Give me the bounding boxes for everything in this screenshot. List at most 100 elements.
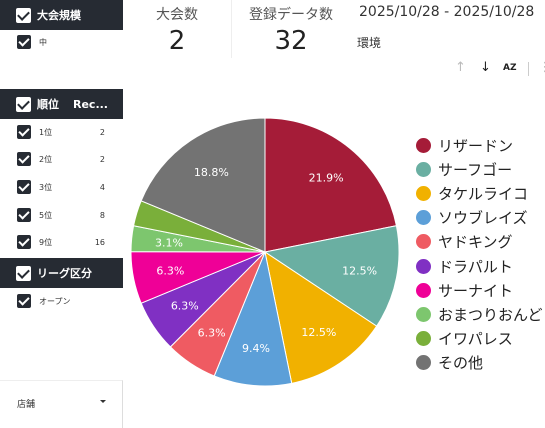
select-all-checkbox[interactable] bbox=[16, 96, 31, 112]
date-range-picker[interactable]: 2025/10/28 - 2025/10/28 bbox=[359, 4, 535, 20]
legend-item[interactable]: おまつりおんど bbox=[416, 302, 543, 326]
filter-option-open[interactable]: オープン bbox=[0, 291, 123, 311]
chart-legend: リザードンサーフゴータケルライコ ソウブレイズ ヤドキングドラパルトサーナイトおまつ… bbox=[416, 133, 543, 375]
legend-label: ドラパルト bbox=[438, 257, 513, 276]
select-all-checkbox[interactable] bbox=[16, 7, 31, 23]
filter-option-rank-9[interactable]: 9位 16 bbox=[0, 232, 123, 252]
scorecard-value: 32 bbox=[274, 26, 308, 56]
slice-label: 18.8% bbox=[194, 166, 229, 179]
legend-item[interactable]: ドラパルト bbox=[416, 254, 543, 278]
legend-swatch bbox=[416, 355, 431, 371]
legend-item[interactable]: イワパレス bbox=[416, 327, 543, 351]
sort-ascending-icon[interactable]: ↑ bbox=[455, 60, 466, 75]
column-header-record: Rec... bbox=[73, 97, 108, 111]
legend-swatch bbox=[416, 210, 431, 226]
legend-item[interactable]: タケルライコ bbox=[416, 181, 543, 205]
pie-slice[interactable] bbox=[264, 250, 378, 384]
legend-item[interactable]: サーフゴー bbox=[416, 157, 543, 181]
checkbox[interactable] bbox=[17, 125, 31, 139]
option-count: 16 bbox=[94, 237, 105, 247]
option-count: 2 bbox=[99, 127, 105, 137]
option-label: 2位 bbox=[39, 154, 53, 164]
store-dropdown[interactable]: 店舗 bbox=[0, 380, 123, 428]
option-label: 9位 bbox=[39, 237, 53, 247]
checkbox[interactable] bbox=[17, 294, 31, 308]
legend-swatch bbox=[416, 161, 431, 177]
slice-label: 12.5% bbox=[301, 326, 336, 339]
legend-label: おまつりおんど bbox=[438, 305, 543, 324]
caret-down-icon bbox=[100, 400, 106, 403]
select-all-checkbox[interactable] bbox=[16, 265, 31, 281]
filter-option-rank-1[interactable]: 1位 2 bbox=[0, 122, 123, 142]
option-count: 8 bbox=[99, 210, 105, 220]
scorecard-records: 登録データ数 32 bbox=[232, 0, 350, 58]
legend-label: タケルライコ bbox=[438, 184, 529, 203]
legend-label: サーナイト bbox=[438, 281, 514, 300]
legend-label: ソウブレイズ bbox=[438, 209, 528, 228]
filter-header-rank[interactable]: 順位 Rec... bbox=[0, 89, 123, 119]
filter-option-rank-3[interactable]: 3位 4 bbox=[0, 177, 123, 197]
filter-header-tournament-size[interactable]: 大会規模 bbox=[0, 0, 123, 30]
checkbox[interactable] bbox=[17, 152, 31, 166]
legend-item[interactable]: ソウブレイズ bbox=[416, 206, 543, 230]
slice-label: 9.4% bbox=[242, 342, 270, 355]
option-label: 中 bbox=[39, 37, 47, 47]
scorecard-value: 2 bbox=[168, 26, 186, 56]
pie-slice[interactable] bbox=[213, 250, 293, 387]
legend-swatch bbox=[416, 306, 431, 322]
environment-label: 環境 bbox=[357, 36, 382, 50]
legend-swatch bbox=[416, 331, 431, 347]
pie-slice[interactable] bbox=[263, 225, 400, 327]
checkbox[interactable] bbox=[17, 208, 31, 222]
store-dropdown-label: 店舗 bbox=[17, 400, 36, 410]
filter-title: 大会規模 bbox=[37, 9, 81, 22]
legend-item[interactable]: リザードン bbox=[416, 133, 543, 157]
filter-panel: 大会規模 中 順位 Rec... 1位 2 2位 2 3位 4 5位 bbox=[0, 0, 123, 428]
checkbox[interactable] bbox=[17, 235, 31, 249]
sort-alphabetical-icon[interactable]: AZ bbox=[503, 63, 517, 73]
option-label: オープン bbox=[39, 296, 71, 306]
slice-label: 6.3% bbox=[156, 265, 184, 278]
option-label: 1位 bbox=[39, 127, 53, 137]
legend-item[interactable]: その他 bbox=[416, 351, 543, 375]
legend-swatch bbox=[416, 282, 431, 298]
filter-title: 順位 bbox=[37, 98, 59, 111]
legend-swatch bbox=[416, 258, 431, 274]
checkbox[interactable] bbox=[17, 35, 31, 49]
scorecard-tournaments: 大会数 2 bbox=[123, 0, 231, 58]
filter-option-rank-5[interactable]: 5位 8 bbox=[0, 205, 123, 225]
checkbox[interactable] bbox=[17, 180, 31, 194]
divider bbox=[231, 0, 232, 58]
pie-slice[interactable] bbox=[264, 117, 397, 253]
legend-swatch bbox=[416, 234, 431, 250]
filter-option-medium[interactable]: 中 bbox=[0, 32, 123, 52]
filter-title: リーグ区分 bbox=[37, 267, 92, 280]
slice-label: 12.5% bbox=[342, 265, 377, 278]
slice-label: 3.1% bbox=[155, 236, 183, 249]
slice-label: 6.3% bbox=[171, 300, 199, 313]
legend-swatch bbox=[416, 137, 431, 153]
legend-item[interactable]: ヤドキング bbox=[416, 230, 543, 254]
legend-label: その他 bbox=[438, 354, 484, 373]
option-count: 4 bbox=[99, 182, 105, 192]
legend-item[interactable]: サーナイト bbox=[416, 278, 543, 302]
legend-label: ヤドキング bbox=[438, 233, 513, 252]
legend-label: リザードン bbox=[438, 136, 514, 155]
slice-label: 21.9% bbox=[309, 171, 344, 184]
option-count: 2 bbox=[99, 154, 105, 164]
scorecard-title: 大会数 bbox=[156, 7, 198, 23]
scorecard-title: 登録データ数 bbox=[249, 7, 333, 23]
filter-option-rank-2[interactable]: 2位 2 bbox=[0, 149, 123, 169]
legend-label: イワパレス bbox=[438, 330, 513, 349]
more-options-icon[interactable]: ⋮ bbox=[539, 60, 545, 75]
pie-chart: 21.9% 12.5% 12.5% 9.4% 6.3% 6.3% 6.3% 3.1% 18.8% bbox=[130, 117, 400, 387]
toolbar-divider bbox=[528, 62, 529, 76]
pie-slice[interactable] bbox=[140, 117, 266, 253]
option-label: 5位 bbox=[39, 210, 53, 220]
slice-label: 6.3% bbox=[198, 326, 226, 339]
filter-header-league[interactable]: リーグ区分 bbox=[0, 258, 123, 288]
legend-swatch bbox=[416, 185, 431, 201]
legend-label: サーフゴー bbox=[438, 160, 513, 179]
sort-descending-icon[interactable]: ↓ bbox=[480, 60, 491, 75]
